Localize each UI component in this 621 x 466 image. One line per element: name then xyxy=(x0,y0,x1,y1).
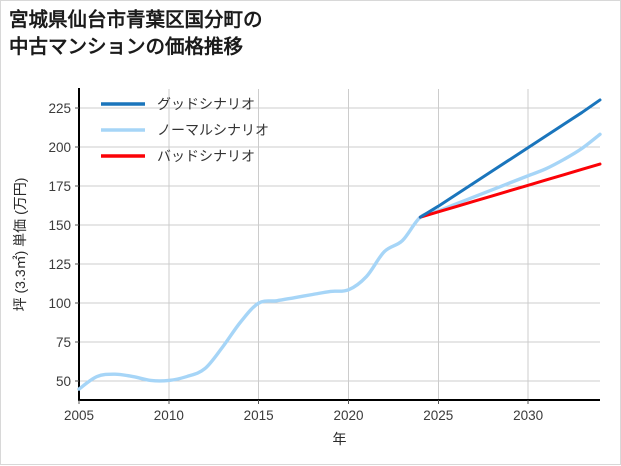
y-tick-label: 150 xyxy=(48,218,71,233)
x-tick-label: 2020 xyxy=(333,408,363,423)
y-tick-label: 75 xyxy=(56,335,71,350)
y-tick-label: 200 xyxy=(48,140,71,155)
series-line-normal xyxy=(77,132,602,391)
y-tick-label: 100 xyxy=(48,296,71,311)
legend-label-bad: バッドシナリオ xyxy=(157,148,255,164)
y-tick-label: 50 xyxy=(56,374,71,389)
x-tick-label: 2015 xyxy=(244,408,274,423)
series-line-bad xyxy=(418,162,602,219)
y-tick-label: 225 xyxy=(48,101,71,116)
x-tick-label: 2030 xyxy=(513,408,543,423)
y-tick-label: 175 xyxy=(48,179,71,194)
gridlines-group xyxy=(78,89,600,400)
axes-group xyxy=(75,88,600,404)
series-line-good xyxy=(418,98,602,219)
y-tick-label: 125 xyxy=(48,257,71,272)
x-tick-label: 2010 xyxy=(154,408,184,423)
x-tick-label: 2005 xyxy=(64,408,94,423)
x-axis-title: 年 xyxy=(333,431,347,447)
chart-title: 宮城県仙台市青葉区国分町の 中古マンションの価格推移 xyxy=(9,9,263,58)
data-series-group xyxy=(77,98,602,391)
x-tick-label: 2025 xyxy=(423,408,453,423)
legend-label-good: グッドシナリオ xyxy=(157,96,255,112)
legend-label-normal: ノーマルシナリオ xyxy=(157,122,269,138)
axis-titles-group: 年 坪 (3.3㎡) 単価 (万円) xyxy=(12,178,347,447)
tick-labels-group: 50 75 100 125 150 175 200 225 2005 2010 2015 2020 20… xyxy=(48,101,543,423)
y-axis-title: 坪 (3.3㎡) 単価 (万円) xyxy=(12,178,28,312)
